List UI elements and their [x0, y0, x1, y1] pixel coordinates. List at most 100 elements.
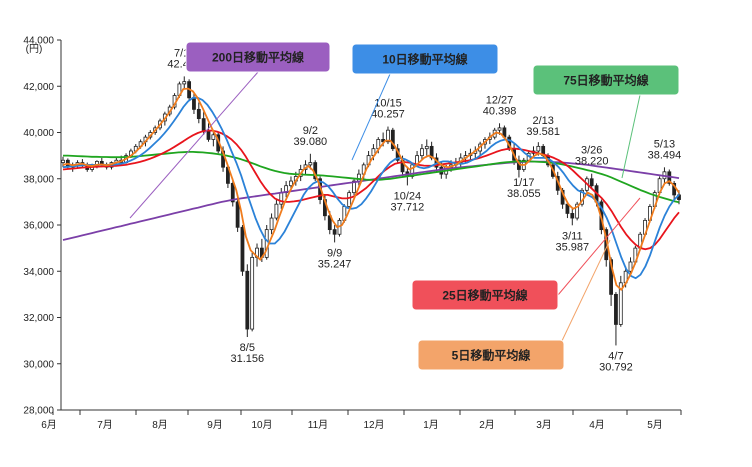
candle	[420, 144, 424, 161]
annotation-value: 38.494	[648, 149, 682, 161]
legend-label: 75日移動平均線	[563, 73, 648, 88]
annotation-value: 39.080	[294, 136, 328, 148]
candle-body	[269, 217, 274, 231]
annotations: 7/1142.4268/531.1569/239.0809/935.24710/…	[167, 47, 681, 373]
x-tick-label: 3月	[536, 419, 552, 431]
x-axis: 6月 7月 8月 9月 10月 11月 12月 1月 2月 3月 4月 5月	[41, 409, 682, 431]
annotation-value: 38.055	[507, 188, 541, 200]
y-unit-label: (円)	[26, 44, 43, 55]
legend-box	[532, 64, 680, 96]
y-tick-label: 34,000	[23, 267, 54, 278]
annotation-value: 40.257	[371, 109, 405, 121]
candle	[589, 173, 594, 188]
annotation-date: 3/26	[581, 145, 602, 157]
x-tick-label: 8月	[152, 419, 168, 431]
annotation-date: 8/5	[240, 342, 255, 354]
candle	[182, 76, 187, 89]
candle-body	[618, 282, 623, 325]
annotation-value: 40.398	[483, 105, 517, 117]
x-tick-label: 5月	[647, 419, 663, 431]
candle	[570, 208, 575, 226]
y-tick-label: 36,000	[23, 221, 54, 232]
series-line-ma25	[62, 129, 680, 251]
candle-body	[196, 108, 201, 120]
candle	[284, 181, 289, 198]
y-tick-label: 42,000	[23, 82, 54, 93]
annotation-date: 9/9	[327, 247, 342, 259]
legend-label: 25日移動平均線	[442, 288, 527, 303]
candle-body	[230, 182, 235, 203]
candle-body	[211, 134, 216, 140]
legend-leader-line	[621, 94, 641, 179]
candle-body	[201, 118, 206, 131]
candle	[206, 123, 211, 142]
candle	[614, 292, 618, 346]
y-tick-label: 28,000	[23, 406, 54, 417]
x-tick-label: 10月	[251, 419, 272, 431]
annotation-value: 37.712	[391, 201, 425, 213]
candle-body	[570, 213, 575, 219]
candle-body	[279, 192, 284, 205]
y-tick-label: 30,000	[23, 359, 54, 370]
series-line-ma200	[62, 160, 680, 241]
annotation-date: 10/15	[374, 98, 402, 110]
y-tick-label: 40,000	[23, 128, 54, 139]
annotation-value: 35.247	[318, 258, 352, 270]
candle-body	[589, 178, 594, 187]
candle	[575, 201, 580, 221]
series-line-ma5	[62, 87, 680, 291]
annotation-date: 5/13	[654, 138, 675, 150]
legend-leader-line	[129, 71, 259, 219]
annotation-date: 3/11	[562, 230, 583, 242]
candle-body	[274, 203, 279, 219]
legend-box	[417, 339, 565, 371]
candle-body	[536, 145, 541, 152]
candle-body	[420, 148, 424, 157]
candle	[235, 194, 240, 232]
legend-box	[351, 43, 499, 75]
legend-box	[185, 41, 331, 73]
candle	[230, 178, 235, 207]
series-line-ma10	[62, 96, 680, 280]
candle	[192, 93, 196, 114]
candle	[250, 252, 255, 332]
candle-body	[497, 127, 502, 131]
legend-box	[411, 279, 559, 311]
candle-body	[352, 180, 356, 194]
candle	[517, 155, 521, 178]
x-tick-label: 2月	[479, 419, 495, 431]
legend-labels: 200日移動平均線 10日移動平均線 75日移動平均線 25日移動平均線 5日移動平均線	[129, 41, 680, 371]
candle	[269, 213, 274, 235]
legend-label: 200日移動平均線	[212, 50, 304, 65]
candle	[240, 225, 245, 276]
annotation-date: 12/27	[486, 94, 514, 106]
candle-body	[192, 97, 196, 110]
candle	[424, 139, 429, 156]
candle-body	[240, 226, 245, 272]
y-tick-label: 32,000	[23, 313, 54, 324]
candle-body	[356, 173, 361, 182]
candle-body	[245, 270, 250, 330]
y-tick-label: 38,000	[23, 174, 54, 185]
x-tick-label: 11月	[308, 419, 328, 431]
x-tick-label: 12月	[363, 419, 384, 431]
annotation-value: 30.792	[599, 361, 633, 373]
annotation-date: 2/13	[532, 115, 553, 127]
candle-body	[390, 129, 395, 150]
candle-body	[614, 293, 618, 325]
candle	[274, 199, 279, 221]
x-tick-label: 4月	[589, 419, 605, 431]
y-tick-label: 44,000	[23, 36, 54, 47]
candle	[332, 225, 337, 243]
annotation-value: 38.220	[575, 156, 609, 168]
annotation-value: 35.987	[555, 241, 589, 253]
legend-label: 10日移動平均線	[382, 52, 467, 67]
candle	[279, 188, 284, 209]
candle-body	[61, 159, 65, 163]
legend-leader-line	[557, 197, 641, 296]
x-tick-label: 7月	[97, 419, 113, 431]
candle-body	[308, 162, 313, 166]
candle	[618, 275, 623, 327]
y-axis: 28,000 30,000 32,000 34,000 36,000 38,000 40,0…	[23, 36, 62, 417]
